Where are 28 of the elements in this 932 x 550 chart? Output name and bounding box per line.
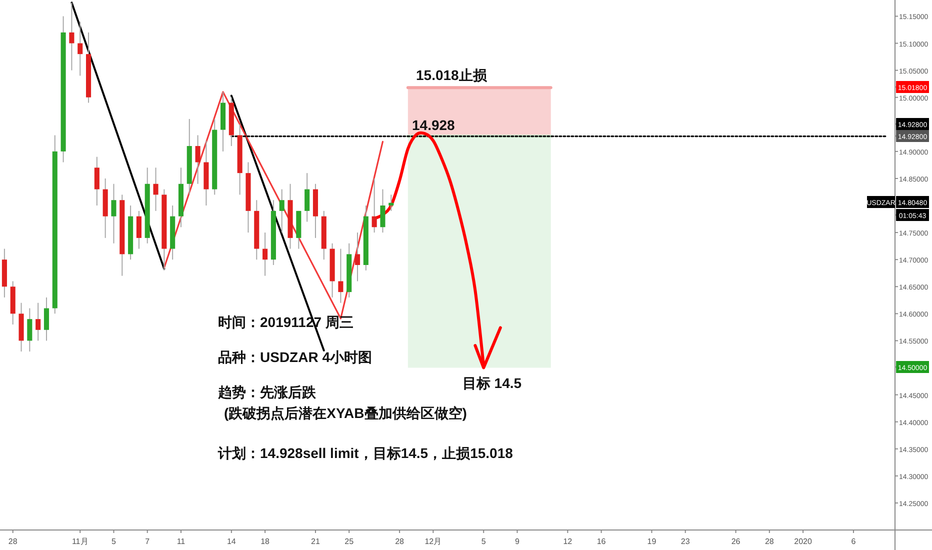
annotation: (跌破拐点后潜在XYAB叠加供给区做空) xyxy=(224,405,467,421)
x-tick-label: 14 xyxy=(226,537,236,546)
x-tick-label: 12月 xyxy=(424,537,442,546)
x-tick-label: 2020 xyxy=(794,537,812,546)
x-tick-label: 5 xyxy=(481,537,486,546)
x-tick-label: 28 xyxy=(764,537,774,546)
x-tick-label: 16 xyxy=(596,537,606,546)
annotation: 计划：14.928sell limit，目标14.5，止损15.018 xyxy=(217,445,514,461)
x-tick-label: 6 xyxy=(851,537,856,546)
x-tick-label: 12 xyxy=(563,537,573,546)
x-tick-label: 19 xyxy=(647,537,657,546)
annotation: 14.928 xyxy=(412,117,456,133)
x-tick-label: 28 xyxy=(8,537,18,546)
x-tick-label: 26 xyxy=(731,537,741,546)
x-tick-label: 9 xyxy=(515,537,520,546)
x-tick-label: 18 xyxy=(260,537,270,546)
annotation: 趋势：先涨后跌 xyxy=(217,384,317,400)
x-tick-label: 11 xyxy=(176,537,186,546)
x-tick-label: 11月 xyxy=(72,537,88,546)
x-tick-label: 21 xyxy=(311,537,320,546)
x-tick-label: 7 xyxy=(145,537,150,546)
annotation: 品种：USDZAR 4小时图 xyxy=(218,349,372,365)
annotation: 目标 14.5 xyxy=(462,375,522,391)
annotation: 15.018止损 xyxy=(416,67,488,83)
x-tick-label: 25 xyxy=(344,537,354,546)
x-tick-label: 28 xyxy=(395,537,405,546)
x-tick-label: 23 xyxy=(680,537,690,546)
x-tick-label: 5 xyxy=(112,537,117,546)
